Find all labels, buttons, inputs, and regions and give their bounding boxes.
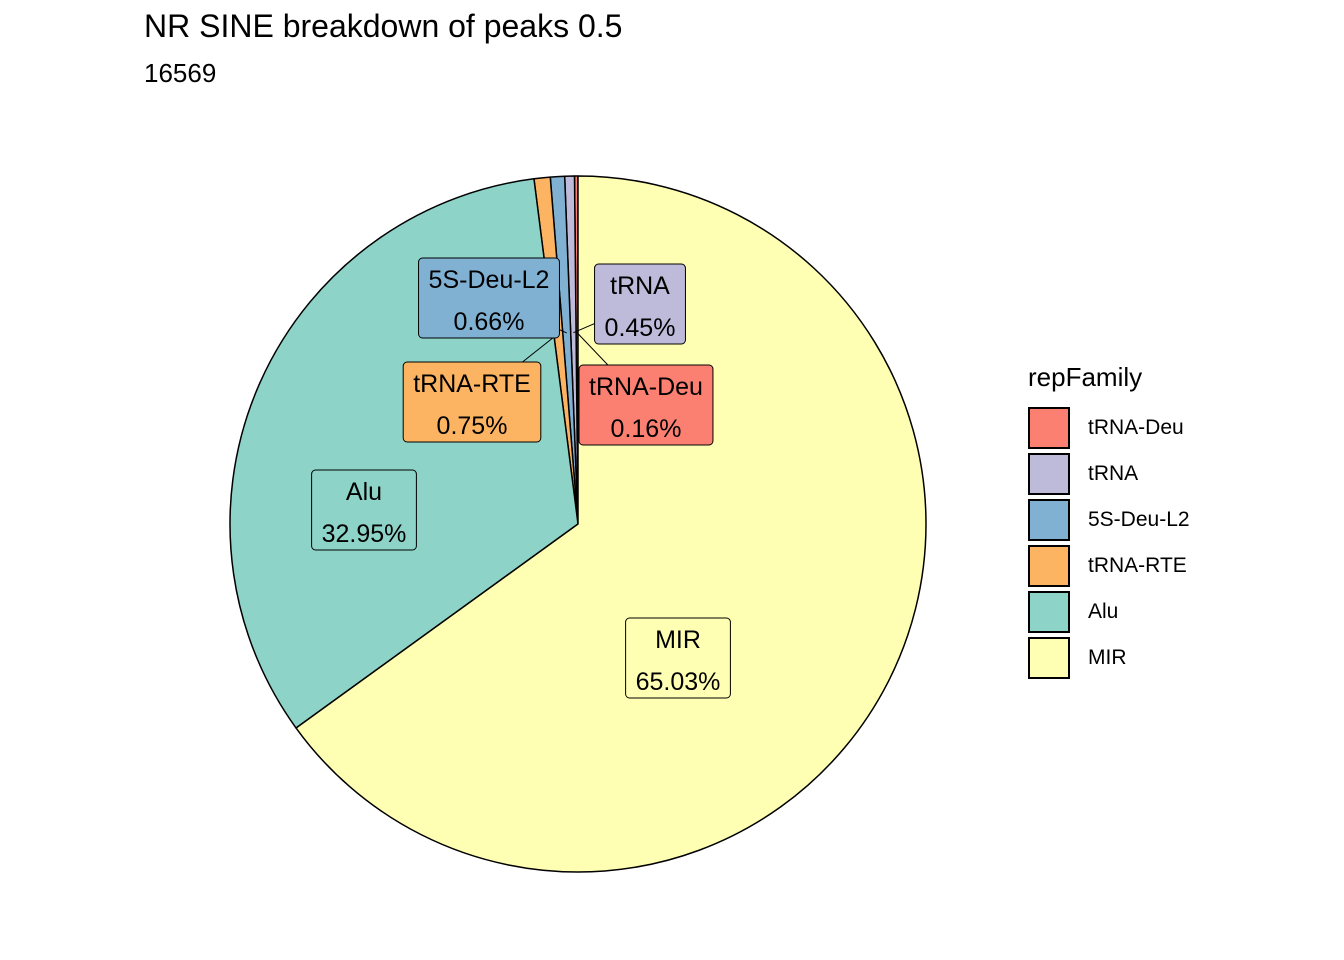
slice-label-mir: MIR 65.03% (625, 617, 731, 699)
legend-item-trna-rte: tRNA-RTE (1028, 543, 1190, 589)
slice-label-box (402, 361, 542, 443)
slice-label-trna-rte: tRNA-RTE 0.75% (402, 361, 542, 443)
pie-slice-mir (295, 175, 927, 873)
slice-label-box (578, 364, 714, 446)
slice-label-name: tRNA (610, 272, 670, 300)
legend-item-mir: MIR (1028, 635, 1190, 681)
legend-swatch (1028, 407, 1070, 449)
slice-label-percent: 0.16% (611, 415, 682, 443)
slice-label-name: tRNA-Deu (589, 373, 703, 401)
legend-label: tRNA-Deu (1088, 416, 1184, 439)
slice-label-trna: tRNA 0.45% (594, 263, 686, 345)
legend-label: Alu (1088, 600, 1119, 623)
slice-label-name: Alu (346, 478, 382, 506)
slice-label-name: tRNA-RTE (413, 370, 531, 398)
slice-label-percent: 0.45% (605, 314, 676, 342)
legend-item-5s-deu-l2: 5S-Deu-L2 (1028, 497, 1190, 543)
slice-label-percent: 0.66% (454, 308, 525, 336)
slice-label-box (625, 617, 731, 699)
legend-title: repFamily (1028, 362, 1143, 392)
legend-swatch (1028, 453, 1070, 495)
legend-swatch (1028, 499, 1070, 541)
legend-swatch (1028, 545, 1070, 587)
slice-label-alu: Alu 32.95% (311, 469, 417, 551)
slice-label-box (311, 469, 417, 551)
legend-label: tRNA (1088, 462, 1139, 485)
legend-label: MIR (1088, 646, 1127, 669)
legend-item-alu: Alu (1028, 589, 1190, 635)
slice-label-box (594, 263, 686, 345)
legend-item-trna: tRNA (1028, 451, 1190, 497)
slice-label-trna-deu: tRNA-Deu 0.16% (578, 364, 714, 446)
slice-label-box (418, 257, 560, 339)
slice-label-name: 5S-Deu-L2 (429, 266, 550, 294)
legend-label: tRNA-RTE (1088, 554, 1187, 577)
legend: repFamily tRNA-Deu tRNA 5S-Deu-L2 tRNA-RTE A… (1028, 362, 1190, 681)
slice-label-5s-deu-l2: 5S-Deu-L2 0.66% (418, 257, 560, 339)
slice-label-percent: 65.03% (636, 668, 721, 696)
legend-item-trna-deu: tRNA-Deu (1028, 405, 1190, 451)
slice-label-name: MIR (655, 626, 701, 654)
legend-label: 5S-Deu-L2 (1088, 508, 1190, 531)
legend-swatch (1028, 591, 1070, 633)
chart-title: NR SINE breakdown of peaks 0.5 (144, 8, 623, 44)
slice-label-percent: 0.75% (437, 412, 508, 440)
chart-subtitle: 16569 (144, 58, 217, 88)
legend-swatch (1028, 637, 1070, 679)
slice-label-percent: 32.95% (322, 520, 407, 548)
legend-items: tRNA-Deu tRNA 5S-Deu-L2 tRNA-RTE Alu MIR (1028, 405, 1190, 681)
